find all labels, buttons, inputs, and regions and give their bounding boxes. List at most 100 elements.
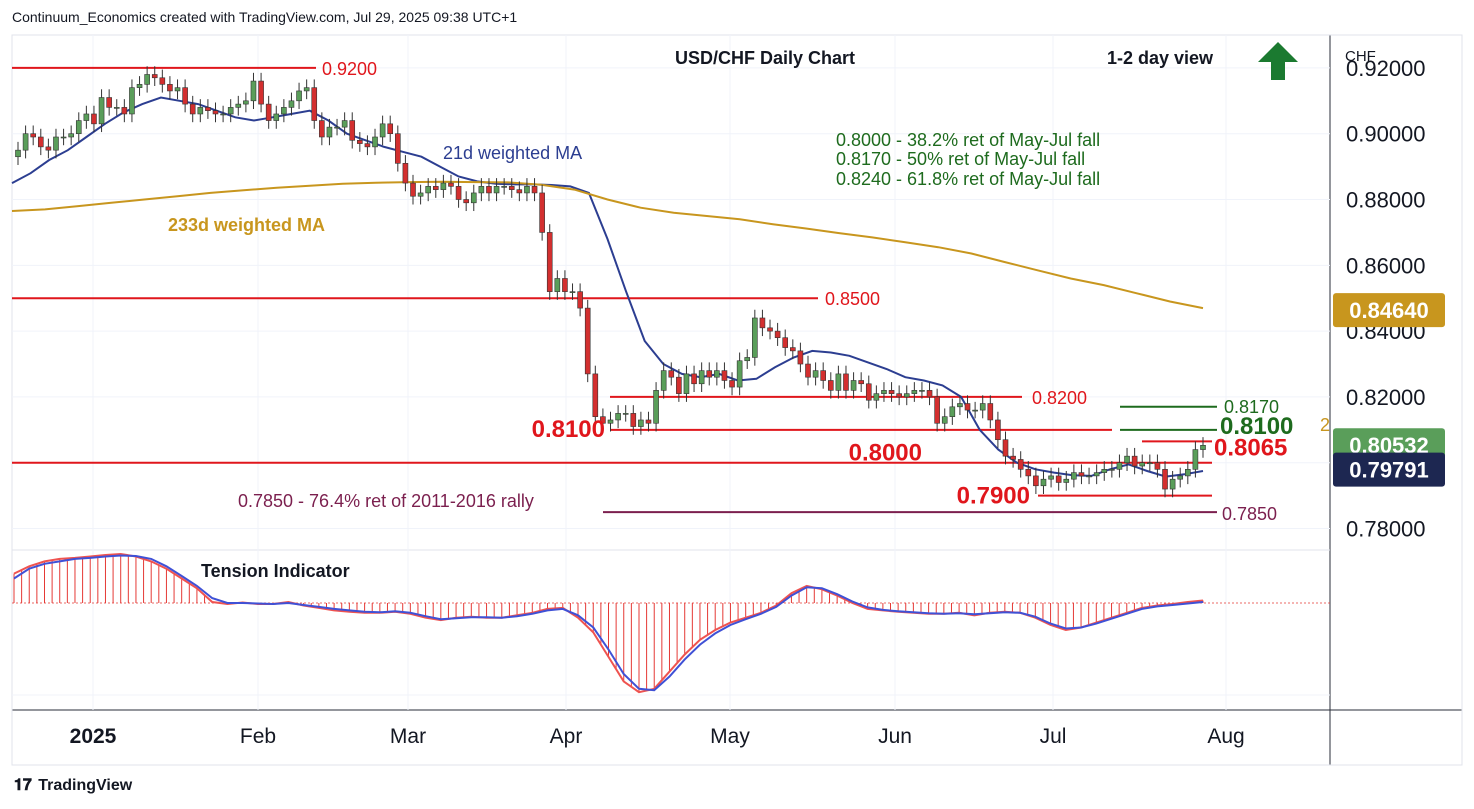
candle	[311, 79, 318, 129]
level-label-8200: 0.8200	[1032, 388, 1087, 408]
chart-annotations: 0.9200 0.8500 0.8200 0.8100 0.8000 0.7900 0.80…	[322, 59, 1330, 510]
level-label-8065: 0.8065	[1214, 434, 1287, 461]
candle-body	[53, 136, 59, 151]
candle-body	[843, 373, 849, 391]
candle-body	[402, 163, 409, 184]
candle-body	[592, 373, 599, 417]
candle	[721, 362, 728, 389]
level-label-7900: 0.7900	[957, 483, 1030, 510]
candle	[319, 112, 325, 146]
candle	[30, 125, 36, 146]
candle	[402, 155, 409, 192]
candle-body	[1147, 462, 1153, 465]
candle-body	[812, 370, 819, 378]
level-label-8100-green: 0.8100	[1220, 413, 1293, 440]
candle-body	[1154, 462, 1161, 470]
candle-body	[638, 419, 644, 427]
candle-body	[1177, 475, 1184, 480]
candle-body	[167, 84, 173, 92]
candle	[577, 283, 583, 317]
candle-body	[1169, 478, 1176, 490]
candle	[508, 178, 515, 198]
y-tick-label: 0.86000	[1346, 253, 1426, 278]
y-tick-label: 0.88000	[1346, 188, 1426, 213]
candle	[1154, 454, 1161, 478]
candle-body	[820, 370, 826, 381]
candle-body	[721, 370, 728, 381]
tension-indicator-panel	[12, 552, 1330, 696]
candle-body	[395, 133, 401, 164]
candle	[1063, 470, 1070, 491]
candle-body	[60, 136, 67, 139]
y-tick-label: 0.78000	[1346, 517, 1426, 542]
candle-body	[531, 186, 538, 194]
candle-body	[676, 376, 682, 394]
chart-frame	[11, 34, 1463, 766]
candle-body	[622, 413, 629, 415]
x-tick-label: Aug	[1207, 725, 1244, 748]
candle-body	[136, 84, 143, 88]
candle-body	[835, 373, 842, 391]
candle	[227, 99, 234, 123]
candle	[159, 69, 166, 93]
candle-body	[1086, 475, 1092, 478]
candle-body	[1048, 475, 1054, 480]
candle-body	[1078, 472, 1085, 477]
candle-body	[1200, 445, 1206, 450]
candle	[919, 382, 925, 399]
candle-body	[782, 337, 789, 348]
candle	[638, 411, 644, 435]
candle	[934, 388, 940, 432]
candle	[136, 76, 143, 96]
candle	[539, 184, 545, 241]
candle-body	[554, 278, 561, 292]
candle	[303, 79, 310, 100]
candle-body	[569, 291, 576, 293]
candle	[83, 105, 90, 129]
candle	[334, 118, 340, 136]
candle-body	[736, 360, 743, 388]
candle	[660, 362, 667, 399]
candle-body	[98, 97, 105, 125]
candle-body	[729, 380, 735, 388]
candle	[121, 99, 128, 123]
candle-body	[121, 107, 128, 115]
candle-body	[379, 123, 386, 138]
candle-body	[1109, 469, 1115, 471]
candle-body	[600, 416, 606, 424]
candle	[212, 102, 219, 123]
candle-body	[1063, 478, 1070, 483]
candle-body	[258, 80, 264, 105]
candle	[144, 66, 150, 93]
candle	[630, 405, 637, 435]
candle	[653, 382, 659, 432]
candle-body	[182, 87, 188, 105]
candle-body	[372, 136, 378, 148]
candle-body	[1116, 462, 1123, 470]
candle-body	[235, 103, 242, 108]
candle	[288, 92, 295, 116]
candle-body	[410, 182, 416, 197]
candle-body	[493, 186, 500, 194]
ma233-line	[11, 180, 1204, 310]
x-tick-label: Feb	[240, 725, 276, 748]
fib-7850-note: 0.7850 - 76.4% ret of 2011-2016 rally	[238, 491, 534, 511]
candle	[1162, 461, 1168, 498]
candle	[379, 115, 386, 146]
candle-body	[1071, 472, 1077, 480]
candle-body	[273, 113, 280, 121]
x-tick-label: Jul	[1040, 725, 1067, 748]
candle	[470, 184, 477, 212]
support-resistance-levels	[12, 66, 1217, 514]
chart-title: USD/CHF Daily Chart	[675, 48, 855, 68]
candle-body	[706, 370, 713, 378]
candle-body	[417, 192, 424, 197]
candle-body	[858, 380, 864, 385]
candle	[205, 99, 211, 119]
price-badge-bg	[1333, 293, 1445, 328]
candle-body	[774, 330, 781, 339]
candle	[106, 89, 112, 116]
candle	[1200, 437, 1206, 458]
candle	[45, 138, 52, 159]
